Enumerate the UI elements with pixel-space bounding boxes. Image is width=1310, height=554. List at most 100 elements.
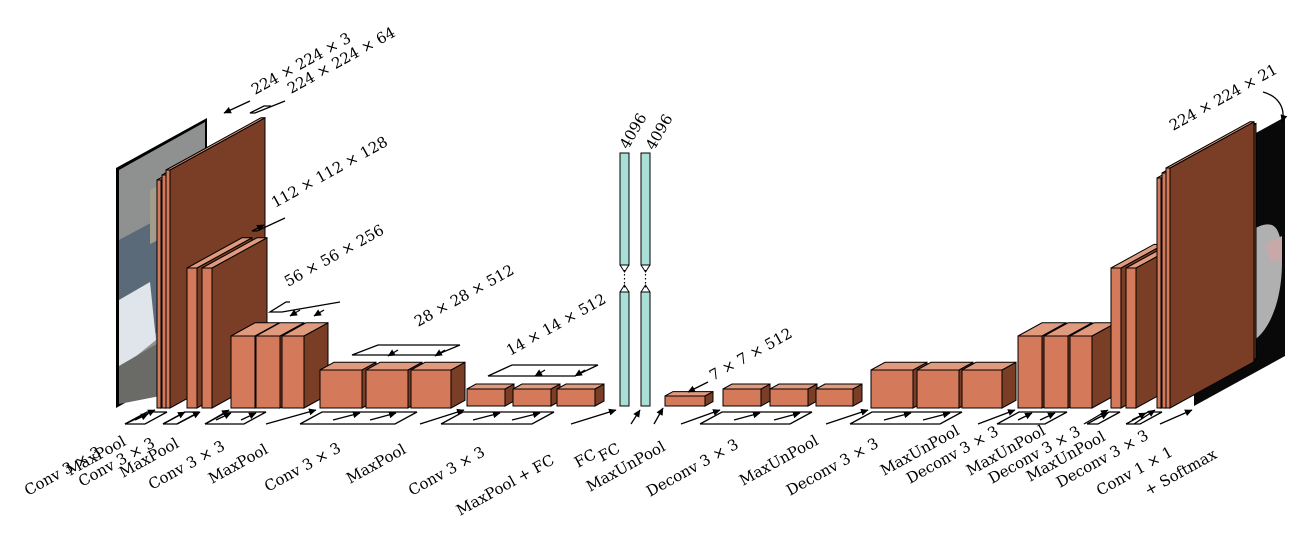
block-conv4a-front (319, 369, 363, 409)
dim-arrow-conv5-tip1 (534, 369, 546, 377)
block-conv4b-front (365, 369, 409, 409)
op-inner-conv5a (472, 411, 501, 421)
op-inner-deconv5a (733, 411, 761, 421)
op-inner-conv4b (369, 411, 397, 421)
block-pool5-up-top (664, 391, 714, 397)
block-conv3c-front (281, 335, 305, 409)
block-deconv5a-front (722, 388, 762, 407)
op-strip-conv5 (440, 411, 555, 425)
op-arrow-unpool3 (977, 409, 1016, 425)
block-deconv5b (769, 383, 818, 407)
block-deconv5c (815, 383, 863, 407)
fc-bar-1-break-bottom (619, 284, 630, 293)
dim-arrow-input (223, 100, 251, 114)
block-deconv5a-top (722, 383, 771, 390)
op-strip-deconv5 (699, 411, 813, 425)
op-inner-conv3a (215, 412, 232, 421)
block-deconv4c (961, 361, 1017, 409)
block-conv5c-front (556, 388, 596, 407)
op-inner-conv1 (134, 413, 149, 421)
op-inner-deconv1 (1131, 412, 1147, 421)
block-deconv1c (1165, 120, 1255, 409)
op-inner-conv4a (332, 411, 361, 421)
fc-bar-2-break-bottom (640, 284, 651, 293)
fc-bar-1-break-top (619, 264, 630, 273)
dim-label-conv3: 56 × 56 × 256 (281, 221, 387, 291)
op-strip-deconv2 (1086, 411, 1121, 425)
block-deconv5b-front (769, 388, 809, 407)
op-inner-conv3b (240, 412, 257, 421)
op-inner-deconv5b (773, 411, 801, 421)
op-inner-conv5b (511, 411, 541, 421)
block-conv5b (512, 383, 561, 407)
dim-arrow-pool5-up (687, 381, 709, 393)
op-arrow-unpool2 (1083, 409, 1109, 425)
block-conv3b-front (255, 335, 281, 409)
block-conv3a-front (230, 335, 256, 409)
op-label-conv4: Conv 3 × 3 (261, 439, 344, 496)
block-pool5-up (664, 390, 714, 407)
fc-bar-1-top (619, 152, 630, 266)
block-deconv1c-front (1165, 167, 1171, 409)
block-deconv5c-top (815, 383, 863, 390)
op-arrow-fc2 (653, 407, 664, 425)
block-deconv3c-front (1069, 335, 1093, 409)
op-strip-conv1 (124, 411, 168, 425)
block-deconv3a-front (1017, 335, 1043, 409)
block-conv1a-front (156, 179, 162, 409)
op-arrow-pool3 (265, 408, 317, 425)
block-deconv3c (1069, 321, 1117, 409)
op-inner-deconv4a (883, 411, 912, 421)
block-conv1c-front (165, 169, 171, 409)
op-strip-deconv3 (996, 411, 1068, 425)
op-strip-conv3 (204, 411, 267, 425)
op-arrow-pool5-fc (570, 408, 617, 425)
fc-bar-2-break-top (640, 264, 651, 273)
block-conv5c-top (556, 383, 605, 390)
op-inner-deconv3a (1017, 412, 1033, 421)
connectors (124, 91, 1288, 425)
dim-arrow-conv3 (267, 301, 341, 313)
op-strip-conv4 (299, 411, 418, 425)
op-arrow-pool4 (419, 408, 465, 425)
dim-arrow-conv4-tip2 (434, 349, 446, 357)
dim-arrow-output (1262, 91, 1288, 123)
block-conv5b-top (512, 383, 561, 390)
op-arrow-unpool5 (680, 409, 721, 425)
fc-bar-2 (640, 152, 651, 407)
block-deconv4a-front (870, 369, 914, 409)
block-deconv1a-front (1156, 177, 1162, 409)
block-deconv4b-front (916, 369, 960, 409)
dim-arrow-conv2 (251, 217, 286, 232)
op-arrow-fc (630, 409, 641, 425)
block-deconv2a-front (1110, 267, 1122, 409)
block-conv4c-front (410, 369, 452, 409)
block-deconv3b-front (1043, 335, 1069, 409)
dim-arrow-conv1 (249, 100, 286, 114)
block-deconv5a (722, 383, 771, 407)
op-arrow-unpool4 (825, 408, 869, 425)
block-conv5b-front (512, 388, 552, 407)
block-conv5a-front (466, 388, 506, 407)
dim-label-conv5: 14 × 14 × 512 (503, 290, 609, 360)
dim-arrow-conv3-tip1 (289, 309, 301, 317)
fc-bars (619, 152, 651, 407)
block-deconv2b-front (1125, 267, 1137, 409)
block-deconv4c-front (961, 369, 1003, 409)
block-conv4c (410, 361, 466, 409)
fc-bar-1-bottom (619, 291, 630, 407)
op-strip-conv2 (162, 411, 200, 425)
op-inner-deconv2 (1093, 412, 1109, 421)
layer-blocks (156, 116, 1257, 409)
op-strip-deconv4 (849, 411, 963, 425)
block-deconv1b-front (1161, 172, 1167, 409)
block-conv1b-front (161, 174, 167, 409)
block-deconv5b-top (769, 383, 818, 390)
fc-bar-2-top (640, 152, 651, 266)
block-conv5a (466, 383, 515, 407)
block-deconv5c-front (815, 388, 854, 407)
op-inner-deconv4b (922, 411, 951, 421)
dim-arrow-conv4-tip1 (387, 349, 399, 357)
dim-label-conv4: 28 × 28 × 512 (411, 261, 517, 331)
